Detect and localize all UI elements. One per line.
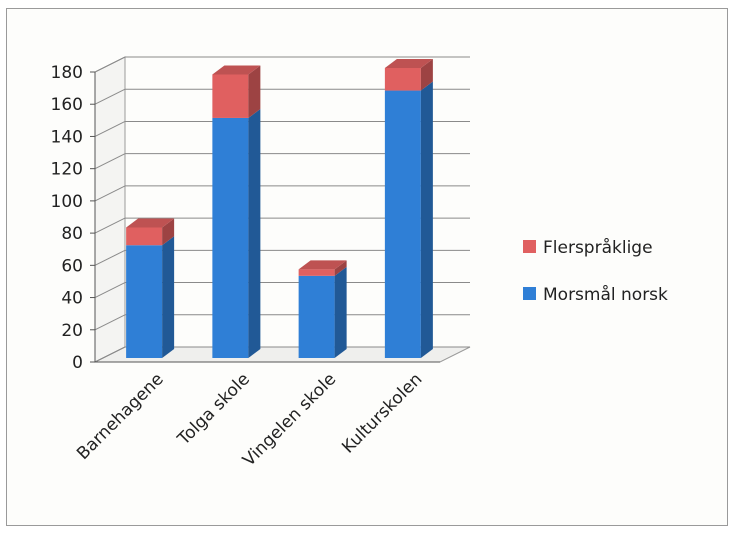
gridline-side bbox=[94, 153, 126, 170]
bar-side bbox=[248, 65, 261, 118]
y-tick-label: 40 bbox=[61, 289, 83, 309]
y-tick-label: 0 bbox=[72, 353, 83, 373]
bar-top bbox=[298, 260, 347, 270]
bar-front bbox=[212, 74, 249, 118]
bar-morsmal-norsk-0 bbox=[126, 236, 175, 358]
bar-top bbox=[384, 59, 433, 68]
gridline-side bbox=[94, 88, 126, 105]
bar-front bbox=[126, 245, 163, 358]
y-axis-ticks: 0 20 40 60 80 100 120 140 160 180 bbox=[51, 63, 440, 373]
y-tick-label: 120 bbox=[51, 160, 83, 180]
bar-flersprakige-3 bbox=[384, 59, 433, 91]
legend-item: Morsmål norsk bbox=[523, 284, 668, 305]
gridline-side bbox=[94, 282, 126, 299]
bar-flersprakige-0 bbox=[126, 218, 175, 246]
legend-label: Morsmål norsk bbox=[543, 284, 668, 305]
bar-top bbox=[212, 65, 261, 75]
legend-item: Flerspråklige bbox=[523, 237, 653, 258]
gridline-side bbox=[94, 249, 126, 266]
legend-swatch bbox=[523, 287, 536, 300]
y-tick-label: 20 bbox=[61, 321, 83, 341]
x-tick-label: Barnehagene bbox=[73, 369, 168, 464]
y-tick-label: 180 bbox=[51, 63, 83, 83]
gridline-side bbox=[94, 346, 126, 363]
gridline-side bbox=[94, 217, 126, 234]
bar-morsmal-norsk-2 bbox=[298, 266, 347, 358]
gridline-side bbox=[94, 120, 126, 137]
bar-front bbox=[384, 68, 421, 91]
bar-front bbox=[298, 269, 335, 276]
bar-morsmal-norsk-1 bbox=[212, 108, 261, 358]
x-tick-label: Tolga skole bbox=[173, 369, 254, 450]
legend-label: Flerspråklige bbox=[543, 237, 653, 258]
bar-side bbox=[162, 236, 175, 358]
bar-front bbox=[126, 227, 163, 246]
bar-side bbox=[420, 81, 433, 359]
bar-side bbox=[334, 266, 347, 358]
gridline-side bbox=[94, 314, 126, 331]
y-tick-label: 100 bbox=[51, 192, 83, 212]
bars bbox=[126, 59, 433, 359]
bar-side bbox=[334, 260, 347, 276]
bar-flersprakige-2 bbox=[298, 260, 347, 276]
y-tick-label: 140 bbox=[51, 127, 83, 147]
y-tick-label: 80 bbox=[61, 224, 83, 244]
legend: Flerspråklige Morsmål norsk bbox=[523, 237, 668, 305]
y-tick-label: 60 bbox=[61, 256, 83, 276]
bar-front bbox=[384, 90, 421, 359]
bar-front bbox=[298, 275, 335, 358]
bar-side bbox=[420, 59, 433, 91]
bar-front bbox=[212, 117, 249, 358]
bar-flersprakige-1 bbox=[212, 65, 261, 118]
side-wall bbox=[94, 56, 126, 363]
legend-swatch bbox=[523, 240, 536, 253]
bar-side bbox=[162, 218, 175, 246]
bar-side bbox=[248, 108, 261, 358]
bar-top bbox=[126, 218, 175, 228]
gridline-side bbox=[94, 56, 126, 73]
x-tick-label: Kulturskolen bbox=[338, 369, 426, 457]
y-tick-label: 160 bbox=[51, 95, 83, 115]
bar-morsmal-norsk-3 bbox=[384, 81, 433, 359]
x-tick-label: Vingelen skole bbox=[239, 369, 340, 470]
gridline-side bbox=[94, 185, 126, 202]
